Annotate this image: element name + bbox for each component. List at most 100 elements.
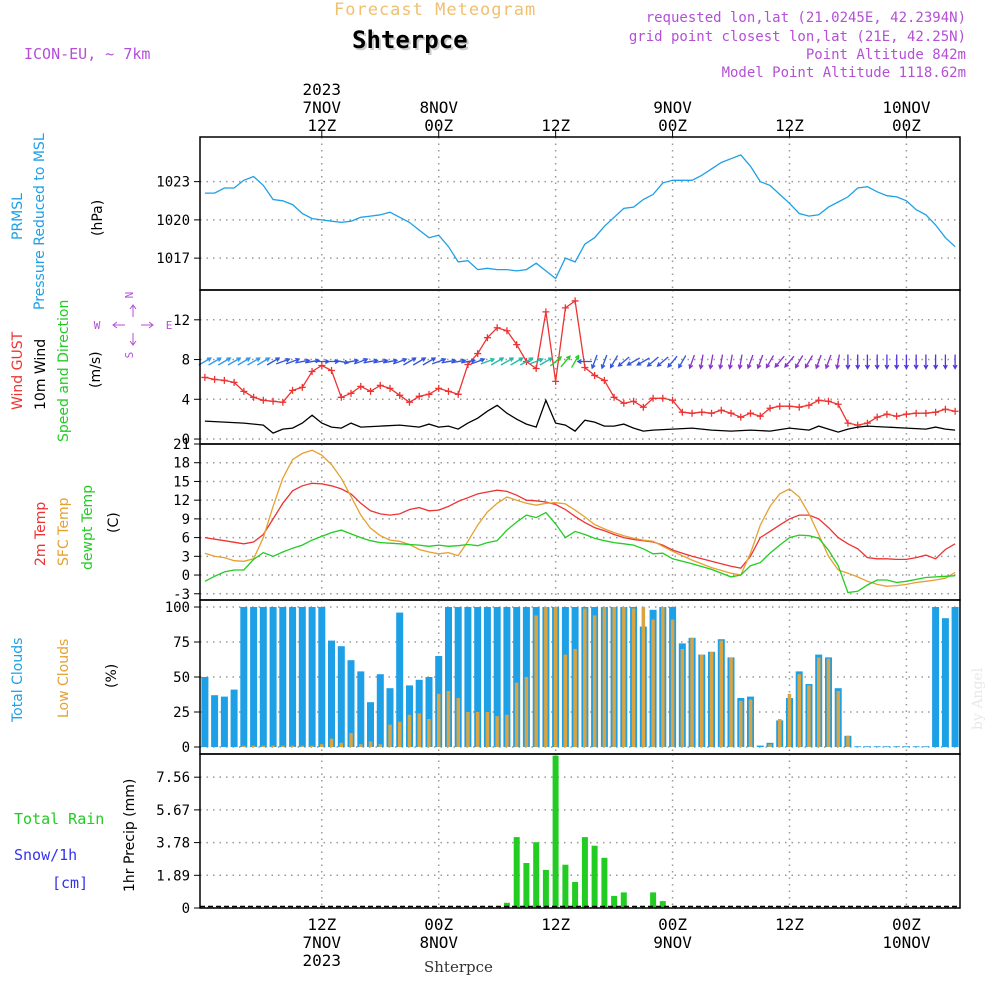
gust-marker	[951, 407, 959, 415]
bar-low-clouds	[300, 745, 305, 747]
bar-low-clouds	[417, 713, 421, 747]
gust-marker	[269, 397, 277, 405]
bar-total-clouds	[376, 674, 384, 747]
wind-direction-arrow	[590, 354, 598, 370]
wind-direction-arrow	[256, 357, 271, 366]
gust-marker	[591, 371, 599, 379]
panel-precipitation	[194, 753, 961, 909]
gust-marker	[669, 396, 677, 404]
gust-marker	[824, 397, 832, 405]
bar-low-clouds	[797, 674, 801, 747]
series-line-prmsl	[204, 154, 956, 280]
y-tick-label: 18	[173, 456, 190, 472]
bar-low-clouds	[495, 716, 499, 747]
gust-marker	[708, 409, 716, 417]
bar-low-clouds	[680, 649, 685, 747]
gust-marker	[581, 363, 589, 371]
requested-coords: requested lon,lat (21.0245E, 42.2394N)	[645, 10, 966, 26]
bar-total-clouds	[250, 607, 258, 747]
wind-direction-arrow	[519, 357, 534, 366]
bar-low-clouds	[553, 607, 558, 747]
wind-direction-arrow	[285, 357, 301, 365]
wind-direction-arrow	[266, 357, 281, 366]
bar-total-rain	[503, 902, 510, 908]
bar-total-clouds	[873, 746, 881, 748]
y-tick-label: 75	[173, 635, 190, 651]
bar-low-clouds	[729, 657, 733, 747]
gust-marker	[620, 399, 628, 407]
wind-direction-arrow	[708, 354, 714, 370]
gust-marker	[503, 327, 511, 335]
bar-total-clouds	[396, 612, 404, 747]
bar-low-clouds	[271, 745, 275, 747]
bar-low-clouds	[807, 685, 811, 747]
top-time-label: 00Z	[424, 116, 453, 135]
wind-direction-arrow	[667, 355, 678, 368]
bottom-time-label: 7NOV	[303, 933, 342, 952]
wind-direction-arrow	[804, 355, 814, 369]
bar-total-clouds	[883, 746, 891, 748]
wind-direction-arrow	[718, 354, 724, 370]
snow-label: Snow/1h	[14, 846, 78, 864]
bar-low-clouds	[407, 714, 412, 747]
bar-low-clouds	[505, 714, 509, 747]
gust-marker	[795, 403, 803, 411]
grid-point-coords: grid point closest lon,lat (21E, 42.25N)	[628, 29, 966, 45]
wind-direction-arrow	[198, 357, 213, 366]
wind-direction-arrow	[774, 355, 785, 368]
gust-marker	[337, 393, 345, 401]
bar-total-clouds	[425, 677, 433, 747]
point-altitude: Point Altitude 842m	[805, 47, 966, 63]
bottom-time-label: 2023	[303, 951, 342, 970]
bar-low-clouds	[709, 651, 714, 747]
bar-low-clouds	[514, 682, 519, 747]
bottom-time-label: 00Z	[892, 915, 921, 934]
gust-marker	[678, 408, 686, 416]
gust-marker	[922, 409, 930, 417]
gust-marker	[600, 376, 608, 384]
wind-direction-arrow	[403, 357, 417, 366]
gust-marker	[805, 401, 813, 409]
panel-frame	[199, 136, 961, 291]
gust-marker	[649, 394, 657, 402]
bar-low-clouds	[651, 619, 655, 747]
panel-wind	[194, 289, 961, 445]
bar-total-clouds	[367, 702, 374, 747]
bar-total-rain	[650, 892, 657, 908]
bar-total-rain	[581, 837, 588, 908]
bar-total-clouds	[318, 607, 326, 747]
wind-direction-arrow	[480, 357, 496, 365]
bar-low-clouds	[602, 607, 607, 747]
bar-total-clouds	[941, 618, 949, 747]
wind-direction-arrow	[884, 354, 890, 370]
bar-low-clouds	[739, 700, 743, 747]
wind-direction-arrow	[835, 354, 841, 370]
wind-direction-arrow	[529, 357, 544, 365]
bar-total-clouds	[240, 607, 248, 747]
bar-low-clouds	[339, 742, 343, 747]
snow-unit: [cm]	[52, 874, 89, 892]
bar-low-clouds	[485, 712, 490, 747]
y-tick-label: 0	[182, 432, 190, 448]
series-line-dewpt-temp	[204, 511, 956, 594]
bar-low-clouds	[583, 608, 587, 747]
gust-marker	[415, 392, 423, 400]
bar-low-clouds	[748, 699, 753, 747]
wind-direction-arrow	[460, 358, 477, 364]
bar-low-clouds	[719, 640, 723, 747]
y-tick-label: 100	[165, 600, 190, 616]
y-tick-label: 0	[182, 740, 190, 756]
y-tick-label: 25	[173, 705, 190, 721]
top-time-label: 00Z	[892, 116, 921, 135]
wind-direction-arrow	[913, 354, 919, 370]
bottom-time-label: 9NOV	[653, 933, 692, 952]
wind-direction-arrow	[275, 357, 291, 365]
model-altitude: Model Point Altitude 1118.62m	[721, 65, 966, 81]
bar-total-rain	[601, 857, 608, 908]
gust-marker	[454, 390, 462, 398]
gust-marker	[571, 297, 579, 305]
gust-marker	[328, 366, 336, 374]
top-time-label: 8NOV	[419, 98, 458, 117]
wind-direction-arrow	[208, 357, 222, 366]
wind-direction-arrow	[500, 357, 515, 366]
